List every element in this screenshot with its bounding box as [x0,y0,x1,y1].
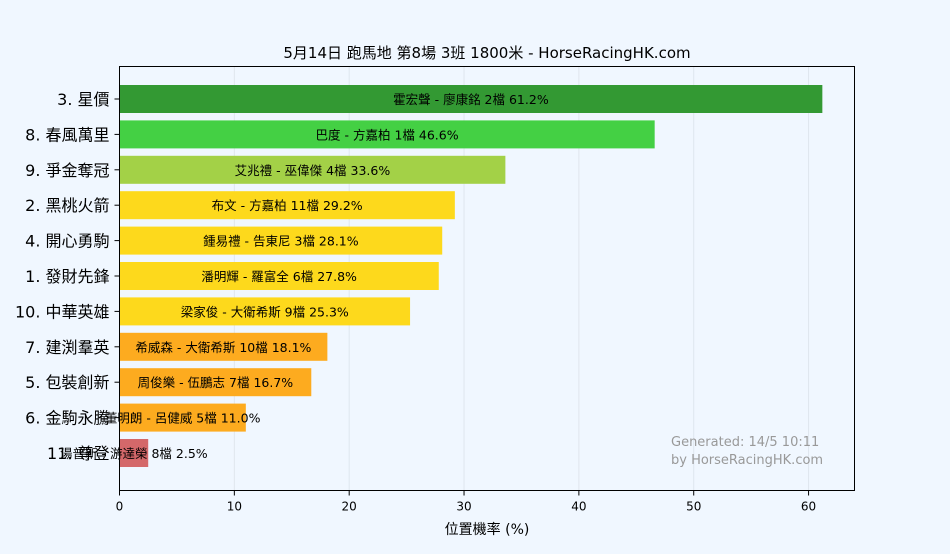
bar-label: 布文 - 方嘉柏 11檔 29.2% [212,198,363,213]
x-tick-label: 60 [801,500,816,514]
bar-label: 鍾易禮 - 告東尼 3檔 28.1% [203,234,359,249]
bar [119,85,823,113]
bar-label: 梁家俊 - 大衛希斯 9檔 25.3% [181,304,349,319]
category-label: 5. 包裝創新 [25,373,109,392]
bar-label: 霍宏聲 - 廖康銘 2檔 61.2% [393,92,549,107]
x-axis-label: 位置機率 (%) [445,521,530,538]
category-label: 10. 中華英雄 [15,302,110,321]
category-label: 2. 黑桃火箭 [25,196,109,215]
x-tick-label: 50 [686,500,701,514]
category-labels: 3. 星價 8. 春風萬里 9. 爭金奪冠 2. 黑桃火箭 4. 開心勇駒 1. 發財先鋒… [15,90,120,463]
plot-frame [119,66,855,491]
category-label: 7. 建渕羣英 [25,338,109,357]
bar-label: 潘明輝 - 羅富全 6檔 27.8% [201,269,357,284]
x-tick-label: 30 [456,500,471,514]
chart-title: 5月14日 跑馬地 第8場 3班 1800米 - HorseRacingHK.c… [283,44,690,62]
bar [119,155,506,184]
bar [119,226,443,255]
x-tick-label: 20 [342,500,357,514]
bars [119,85,823,467]
bar-label: 巴度 - 方嘉柏 1檔 46.6% [316,127,459,142]
x-tick-label: 10 [227,500,242,514]
x-ticks: 0 10 20 30 40 50 60 [116,490,816,514]
category-label: 4. 開心勇駒 [25,232,109,251]
bar-label: 希威森 - 大衛希斯 10檔 18.1% [135,340,311,355]
bar [119,403,246,432]
category-label: 9. 爭金奪冠 [25,161,109,180]
bar [119,120,655,149]
bar-label: 艾兆禮 - 巫偉傑 4檔 33.6% [235,163,391,178]
bar [119,439,149,467]
bar-labels: 霍宏聲 - 廖康銘 2檔 61.2% 巴度 - 方嘉柏 1檔 46.6% 艾兆禮 -… [60,92,549,461]
category-label: 1. 發財先鋒 [25,267,109,286]
category-label: 3. 星價 [57,90,109,109]
watermark-line-2: by HorseRacingHK.com [671,453,823,468]
bar-label: 周俊樂 - 伍鵬志 7檔 16.7% [138,375,294,390]
x-tick-label: 40 [571,500,586,514]
category-label: 8. 春風萬里 [25,125,109,144]
bar [119,332,328,361]
bar [119,191,455,220]
category-label: 6. 金駒永騰 [25,409,109,428]
bar [119,297,411,326]
bar-label: 董明朗 - 呂健威 5檔 11.0% [105,411,261,426]
x-tick-label: 0 [116,500,124,514]
bar-label: 湯普新 - 游達榮 8檔 2.5% [60,446,208,461]
bar [119,262,439,290]
category-label: 11. 尊登 [47,444,110,463]
watermark-line-1: Generated: 14/5 10:11 [671,435,819,450]
bar [119,368,312,397]
